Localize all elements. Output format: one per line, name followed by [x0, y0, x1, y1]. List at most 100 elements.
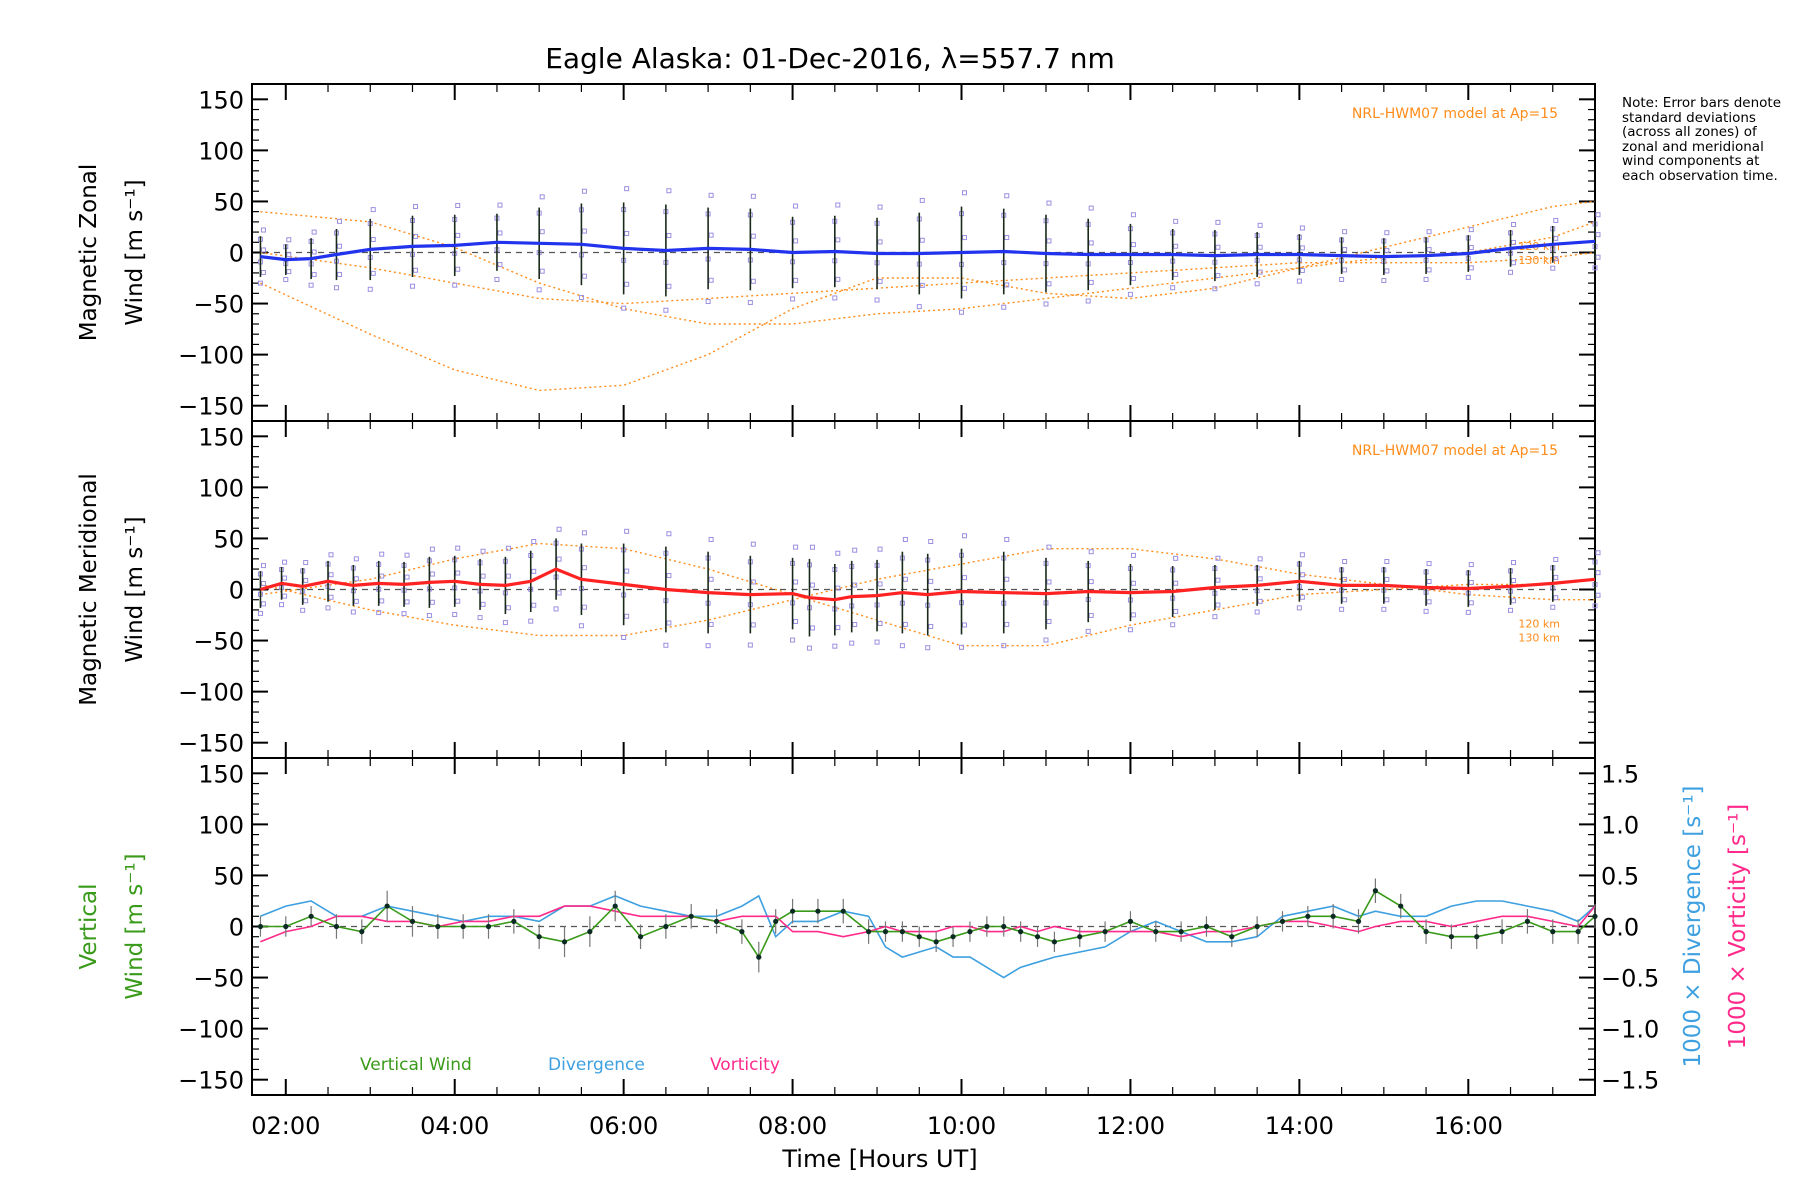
- zone-sample: [750, 233, 756, 239]
- zone-sample: [928, 623, 934, 629]
- vertical-wind-point: [511, 918, 517, 924]
- vertical-wind-point: [333, 923, 340, 930]
- zone-sample: [480, 601, 486, 607]
- zone-sample: [1426, 247, 1432, 253]
- zone-sample: [793, 579, 799, 585]
- vertical-wind-point: [1524, 918, 1531, 924]
- zone-sample: [1550, 604, 1556, 610]
- vertical-wind-point: [899, 929, 905, 935]
- zone-sample: [494, 276, 500, 282]
- zone-sample: [1215, 244, 1221, 250]
- zone-sample: [1595, 550, 1601, 556]
- zone-sample: [793, 277, 799, 283]
- vertical-wind-point: [1102, 929, 1108, 935]
- zone-sample: [1342, 229, 1348, 235]
- zone-sample: [1550, 265, 1556, 271]
- zone-sample: [581, 273, 587, 279]
- vertical-wind-point: [1372, 888, 1378, 894]
- vertical-wind-point: [865, 929, 872, 935]
- zone-sample: [505, 545, 511, 551]
- zone-sample: [877, 546, 883, 552]
- vertical-wind-point: [1077, 934, 1083, 940]
- x-tick-label: 10:00: [927, 1112, 996, 1140]
- zone-sample: [1173, 580, 1179, 586]
- y2-tick-label: 0.0: [1601, 914, 1639, 942]
- vertical-wind-point: [1178, 929, 1184, 935]
- x-tick-label: 12:00: [1096, 1112, 1165, 1140]
- zone-sample: [1342, 576, 1348, 582]
- y2-axis-label-divergence: 1000 × Divergence [s⁻¹]: [1680, 785, 1706, 1067]
- zone-sample: [412, 233, 418, 239]
- zone-sample: [1511, 577, 1517, 583]
- zone-sample: [260, 247, 266, 253]
- zone-sample: [539, 194, 545, 200]
- zone-sample: [1508, 607, 1514, 613]
- zone-sample: [1299, 267, 1305, 273]
- vertical-wind-line: [260, 889, 1596, 959]
- zone-sample: [303, 598, 309, 604]
- y2-axis-label-vorticity: 1000 × Vorticity [s⁻¹]: [1725, 804, 1751, 1050]
- zone-sample: [624, 281, 630, 287]
- zone-sample: [835, 585, 841, 591]
- zone-sample: [919, 197, 925, 203]
- divergence-line: [260, 894, 1596, 979]
- zone-sample: [852, 622, 858, 628]
- x-tick-label: 16:00: [1434, 1112, 1503, 1140]
- y2-tick-label: 1.5: [1601, 760, 1639, 788]
- zone-sample: [1004, 536, 1010, 542]
- zone-sample: [370, 270, 376, 276]
- zone-sample: [279, 602, 285, 608]
- zone-sample: [962, 190, 968, 196]
- zone-sample: [497, 202, 503, 208]
- vertical-wind-point: [688, 913, 694, 919]
- zone-sample: [260, 270, 266, 276]
- zone-sample: [1046, 238, 1052, 244]
- zone-sample: [1088, 240, 1094, 246]
- zone-sample: [260, 563, 266, 569]
- zone-sample: [260, 227, 266, 233]
- zone-sample: [353, 598, 359, 604]
- zone-sample: [1553, 556, 1559, 562]
- zone-sample: [708, 232, 714, 238]
- zone-sample: [370, 236, 376, 242]
- vertical-wind-point: [1153, 929, 1159, 935]
- zone-sample: [1553, 217, 1559, 223]
- zone-sample: [750, 541, 756, 547]
- zone-sample: [1342, 247, 1348, 253]
- zone-sample: [1257, 222, 1263, 228]
- vertical-wind-point: [460, 923, 466, 930]
- zone-sample: [505, 573, 511, 579]
- zone-sample: [1296, 605, 1302, 611]
- zone-sample: [311, 249, 317, 255]
- vertical-wind-point: [1305, 913, 1311, 919]
- zone-sample: [556, 556, 562, 562]
- zone-sample: [1215, 602, 1221, 608]
- zone-sample: [849, 640, 855, 646]
- vertical-wind-point: [713, 918, 720, 924]
- zone-sample: [455, 266, 461, 272]
- zone-sample: [1426, 561, 1432, 567]
- zone-sample: [1592, 265, 1598, 271]
- zone-sample: [790, 296, 796, 302]
- zone-sample: [832, 295, 838, 301]
- zone-sample: [793, 238, 799, 244]
- zone-sample: [1254, 281, 1260, 287]
- zone-sample: [536, 287, 542, 293]
- zone-sample: [328, 572, 334, 578]
- zone-sample: [528, 618, 534, 624]
- y-axis-label-units: Wind [m s⁻¹]: [122, 179, 148, 325]
- zone-sample: [624, 568, 630, 574]
- zone-sample: [1468, 580, 1474, 586]
- zone-sample: [1465, 274, 1471, 280]
- zone-sample: [1257, 269, 1263, 275]
- y2-tick-label: 1.0: [1601, 811, 1639, 839]
- y-tick-label: 100: [198, 474, 244, 502]
- zone-sample: [624, 186, 630, 192]
- zone-sample: [379, 551, 385, 557]
- zone-sample: [1173, 271, 1179, 277]
- zone-sample: [1595, 212, 1601, 218]
- zone-sample: [1004, 235, 1010, 241]
- zone-sample: [1046, 281, 1052, 287]
- zone-sample: [663, 307, 669, 313]
